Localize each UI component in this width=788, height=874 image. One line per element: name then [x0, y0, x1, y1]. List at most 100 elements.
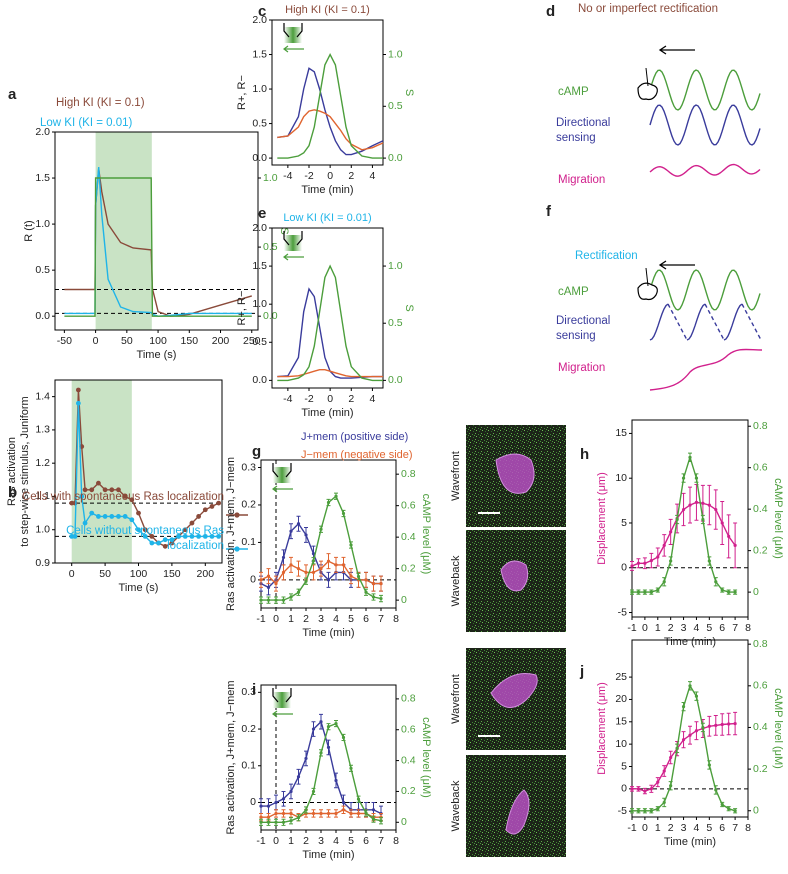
- data-point: [89, 510, 95, 516]
- y2-tick-label: 0: [401, 594, 407, 606]
- data-point: [136, 527, 141, 533]
- series-line: [64, 168, 252, 317]
- y-axis-label: R+, R−: [236, 291, 248, 326]
- x-tick-label: 0: [273, 835, 279, 847]
- data-point: [89, 487, 95, 493]
- data-point: [341, 800, 346, 805]
- y-tick-label: 1.4: [35, 390, 50, 402]
- wave-direction-arrow: [658, 45, 695, 55]
- pipette: [272, 463, 292, 478]
- data-point: [364, 590, 368, 594]
- panel-letter: e: [258, 205, 266, 222]
- x-tick-label: 5: [706, 622, 712, 634]
- data-point: [662, 800, 666, 805]
- legend-label: Cells with spontaneous Ras localization: [22, 491, 224, 503]
- panel-letter: f: [546, 203, 552, 220]
- x-tick-label: 8: [393, 613, 399, 625]
- data-point: [116, 487, 121, 493]
- series-line: [277, 369, 383, 378]
- row-label: Migration: [558, 174, 605, 186]
- y-tick-label: 0.3: [241, 686, 256, 698]
- y-tick-label: 0.9: [35, 557, 50, 569]
- x-tick-label: 200: [212, 335, 230, 347]
- data-point: [259, 578, 263, 582]
- panel-letter: c: [258, 3, 266, 20]
- data-point: [707, 763, 711, 767]
- y2-tick-label: 0.4: [401, 754, 416, 766]
- data-point: [720, 722, 724, 727]
- y2-tick-label: 0.8: [401, 693, 416, 705]
- data-point: [296, 567, 301, 571]
- migration-trace: [649, 348, 763, 391]
- x-tick-label: 2: [303, 835, 309, 847]
- y2-tick-label: 0.8: [401, 468, 416, 480]
- x-tick-label: 4: [370, 393, 376, 405]
- axes-frame: [271, 227, 384, 389]
- data-point: [334, 811, 338, 816]
- data-point: [122, 514, 128, 519]
- legend-marker: [234, 512, 240, 518]
- x-tick-label: 6: [363, 835, 369, 847]
- y-tick-label: 1.0: [35, 524, 50, 536]
- data-point: [649, 558, 653, 563]
- data-point: [636, 809, 641, 813]
- data-point: [289, 563, 293, 567]
- data-point: [371, 817, 376, 821]
- data-point: [688, 684, 692, 688]
- data-point: [109, 514, 115, 519]
- series-line: [64, 177, 252, 317]
- data-point: [149, 540, 155, 546]
- x-tick-label: -4: [283, 393, 292, 405]
- axes-frame: [260, 684, 397, 831]
- x-tick-label: -4: [283, 170, 292, 182]
- y2-tick-label: 0.8: [753, 420, 768, 432]
- y-tick-label: 10: [615, 472, 627, 484]
- y2-axis-label: cAMP level (μM): [420, 717, 432, 798]
- data-point: [266, 820, 271, 824]
- arrow: [283, 45, 304, 53]
- data-point: [304, 579, 308, 583]
- x-tick-label: 6: [719, 822, 725, 834]
- data-point: [304, 570, 308, 575]
- cell-protrusion: [645, 267, 649, 287]
- legend-label-box: Cells with spontaneous Ras localization: [22, 491, 224, 503]
- series-line: [277, 109, 384, 151]
- x-tick-label: -1: [627, 822, 636, 834]
- y2-tick-label: 0.8: [753, 638, 768, 650]
- y2-tick-label: 0.5: [388, 100, 403, 112]
- data-point: [649, 787, 653, 791]
- data-point: [326, 500, 331, 505]
- data-point: [656, 780, 660, 784]
- data-point: [319, 720, 323, 724]
- x-axis-label: Time (min): [301, 184, 353, 196]
- x-tick-label: 50: [121, 335, 133, 347]
- data-point: [274, 582, 278, 586]
- data-point: [79, 494, 85, 499]
- panel-letter: d: [546, 3, 555, 20]
- data-point: [720, 521, 724, 525]
- y2-axis-label: S: [403, 304, 415, 311]
- x-tick-label: 7: [378, 613, 384, 625]
- x-tick-label: 2: [668, 822, 674, 834]
- y-tick-label: 1.0: [35, 218, 50, 230]
- x-tick-label: 100: [149, 335, 167, 347]
- data-point: [727, 722, 731, 726]
- diagram-title: Rectification: [575, 250, 638, 262]
- x-axis-label: Time (min): [664, 636, 716, 648]
- panel-letter: j: [579, 663, 584, 680]
- y-axis-label: R+, R−: [236, 75, 248, 110]
- y-tick-label: 2.0: [252, 14, 267, 26]
- x-tick-label: 200: [197, 568, 215, 580]
- data-point: [304, 756, 308, 761]
- cell-body: [500, 560, 529, 592]
- data-point: [196, 514, 202, 519]
- legend-label-box: Cells without spontaneous Ras localizati…: [66, 525, 224, 552]
- panel-letter: h: [580, 446, 589, 463]
- data-point: [714, 580, 718, 584]
- y-tick-label: 15: [615, 427, 627, 439]
- data-point: [662, 769, 666, 773]
- x-tick-label: 1: [288, 613, 294, 625]
- x-tick-label: 150: [181, 335, 199, 347]
- data-point: [142, 527, 148, 533]
